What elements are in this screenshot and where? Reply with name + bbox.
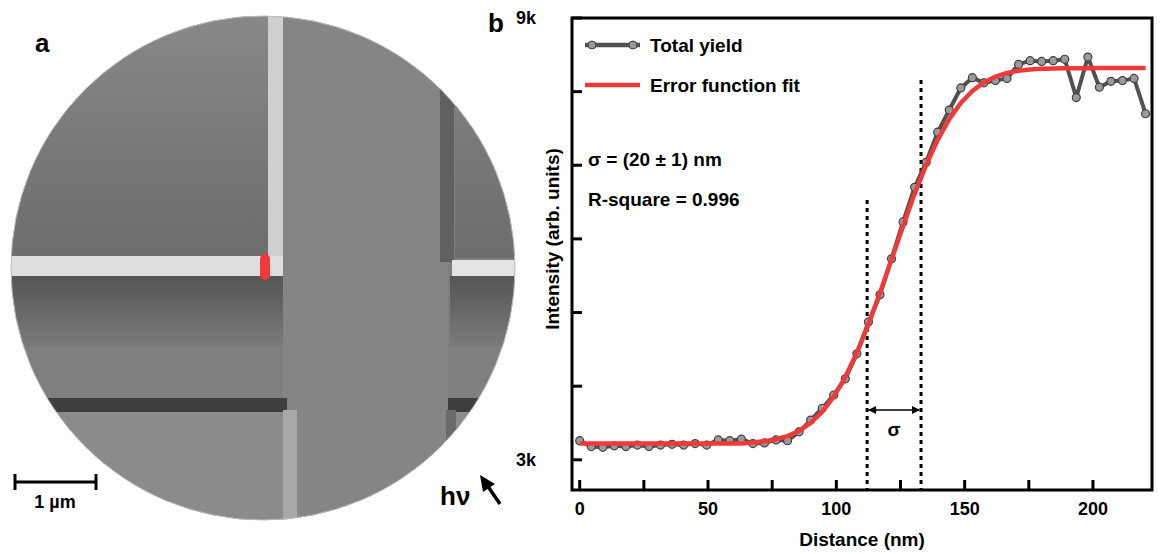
series-point	[1026, 57, 1034, 65]
image-region	[450, 405, 530, 535]
image-rim	[11, 16, 515, 520]
legend-label: Total yield	[650, 35, 743, 56]
series-point	[1142, 110, 1150, 118]
sigma-guide	[920, 80, 923, 490]
series-point	[1015, 60, 1023, 68]
y-tick-label: 3k	[516, 450, 537, 470]
x-tick-label: 0	[575, 499, 585, 519]
series-point	[1118, 77, 1126, 85]
series-point	[1107, 77, 1115, 85]
figure: a 1 µm hν b 3k 9k 0 50 100 150 200 Distance (nm) Int…	[0, 0, 1162, 554]
y-axis-title: Intensity (arb. units)	[542, 148, 563, 330]
image-region	[0, 276, 285, 346]
panel-label: b	[488, 8, 504, 38]
x-tick-label: 200	[1078, 499, 1108, 519]
x-axis-title: Distance (nm)	[799, 529, 925, 550]
series-point	[957, 84, 965, 92]
sigma-arrow-head	[912, 406, 920, 414]
series-line	[580, 57, 1146, 447]
legend-marker	[629, 41, 637, 49]
fit-r2-text: R-square = 0.996	[588, 189, 740, 210]
panel-label: a	[35, 28, 50, 58]
series-point	[1049, 57, 1057, 65]
legend: Total yield Error function fit	[585, 35, 801, 96]
image-edge	[452, 260, 532, 276]
series-point	[1084, 53, 1092, 61]
microscope-image	[0, 0, 535, 535]
x-tick-label: 50	[698, 499, 718, 519]
image-edge	[0, 256, 283, 276]
legend-label: Error function fit	[650, 75, 801, 96]
sigma-arrow	[869, 409, 919, 411]
image-edge	[448, 398, 528, 412]
scale-bar	[14, 474, 17, 490]
line-profile-marker	[260, 254, 270, 280]
image-edge	[440, 0, 454, 262]
scale-bar	[15, 481, 96, 484]
x-tick-label: 100	[821, 499, 851, 519]
y-tick-label: 9k	[516, 8, 537, 28]
sigma-arrow-head	[868, 406, 876, 414]
scale-bar	[95, 474, 98, 490]
legend-marker	[588, 41, 596, 49]
photon-arrow-head	[480, 475, 495, 492]
image-region	[450, 276, 530, 346]
legend-swatch	[585, 83, 640, 88]
plot-frame	[572, 18, 1152, 490]
x-tick-label: 150	[950, 499, 980, 519]
scale-bar-label: 1 µm	[34, 492, 75, 512]
series-point	[1072, 94, 1080, 102]
series-point	[1130, 74, 1138, 82]
plot-data	[576, 53, 1150, 451]
image-region	[455, 0, 535, 258]
series-point	[968, 74, 976, 82]
fit-sigma-text: σ = (20 ± 1) nm	[588, 149, 722, 170]
photon-label: hν	[440, 481, 470, 511]
sigma-label: σ	[888, 419, 901, 440]
image-region	[0, 405, 285, 535]
series-point	[1095, 83, 1103, 91]
image-edge	[446, 410, 456, 530]
axes: 3k 9k 0 50 100 150 200 Distance (nm) Intensity (…	[516, 8, 1108, 550]
image-edge	[0, 398, 287, 412]
series-line	[580, 68, 1146, 444]
image-edge	[283, 410, 297, 530]
series-point	[1038, 57, 1046, 65]
sigma-guide	[866, 200, 869, 490]
image-region	[283, 0, 448, 530]
series-point	[1061, 55, 1069, 63]
image-region	[0, 0, 270, 258]
image-edge	[268, 0, 283, 265]
